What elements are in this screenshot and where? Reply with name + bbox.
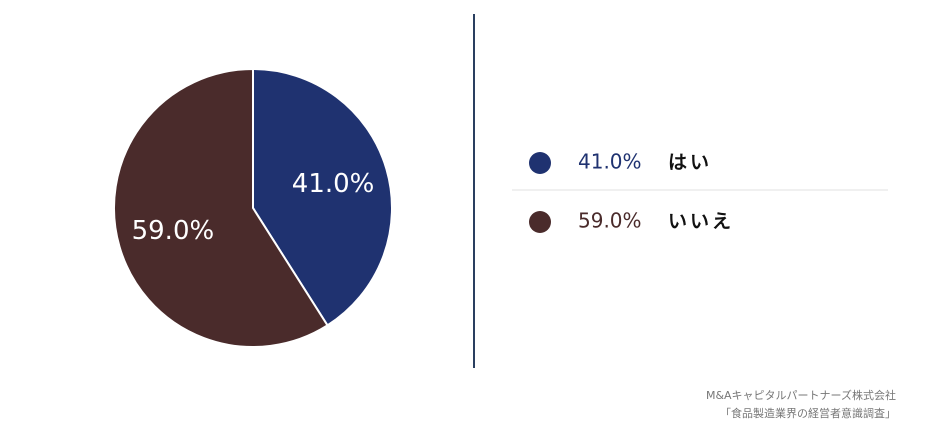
slice-label: 41.0% xyxy=(292,169,375,199)
legend-marker xyxy=(529,152,551,174)
legend-marker xyxy=(529,211,551,233)
source-line: 「食品製造業界の経営者意識調査」 xyxy=(720,406,896,420)
legend-value: 41.0% xyxy=(578,150,642,174)
source-line: M&Aキャピタルパートナーズ株式会社 xyxy=(706,388,896,402)
legend-value: 59.0% xyxy=(578,209,642,233)
legend-label: はい xyxy=(668,152,712,174)
pie-slice xyxy=(113,67,329,348)
slice-label: 59.0% xyxy=(132,216,215,246)
legend-label: いいえ xyxy=(668,211,734,233)
